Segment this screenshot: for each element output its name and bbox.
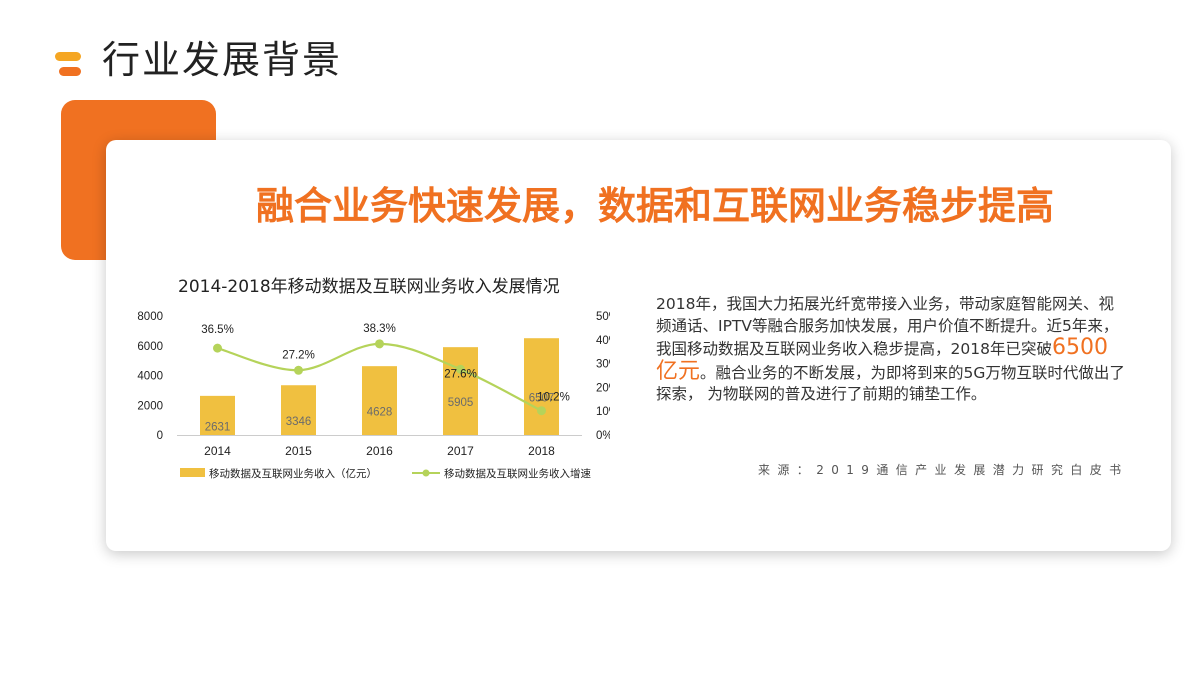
bar-value-label: 5905 <box>448 397 474 409</box>
bar-value-label: 6507 <box>529 393 555 405</box>
bar-2014 <box>200 395 235 435</box>
bar-2018 <box>524 338 559 435</box>
content-card <box>106 140 1171 551</box>
body-text-part-3: 。融合业务的不断发展，为即将到来的5G万物互联时代做出了探索， 为物联网的普及进… <box>656 363 1125 404</box>
bar-2015 <box>281 385 316 435</box>
x-tick-label: 2015 <box>285 444 312 458</box>
bar-value-label: 2631 <box>205 421 231 433</box>
body-text: 2018年，我国大力拓展光纤宽带接入业务，带动家庭智能网关、视频通话、IPTV等… <box>656 294 1126 406</box>
y-left-tick-label: 0 <box>157 430 163 442</box>
y-right-tick-label: 40% <box>596 335 610 347</box>
growth-value-label: 36.5% <box>201 324 234 336</box>
card-headline: 融合业务快速发展，数据和互联网业务稳步提高 <box>256 184 1055 228</box>
legend-swatch-point <box>422 469 430 477</box>
bar-2016 <box>362 366 397 435</box>
growth-point-2016 <box>375 339 384 349</box>
source-note: 来源：2019通信产业发展潜力研究白皮书 <box>758 463 1129 477</box>
y-right-tick-label: 10% <box>596 406 610 418</box>
x-tick-label: 2016 <box>366 444 393 458</box>
growth-value-label: 10.2% <box>537 392 570 404</box>
title-icon-bar-bottom <box>59 67 81 76</box>
y-left-tick-label: 4000 <box>137 371 163 383</box>
legend-label-line: 移动数据及互联网业务收入增速 <box>444 467 591 480</box>
growth-value-label: 38.3% <box>363 323 396 335</box>
bar-2017 <box>443 347 478 435</box>
title-icon-bar-top <box>55 52 81 61</box>
x-tick-label: 2014 <box>204 444 231 458</box>
growth-point-2015 <box>294 365 303 375</box>
legend-label-bar: 移动数据及互联网业务收入（亿元） <box>209 467 377 480</box>
legend-swatch-bar <box>180 468 205 477</box>
combo-chart: 0 2000 4000 6000 8000 0% 10% 20% 30% 40% 50% 2631 33… <box>137 311 610 480</box>
y-right-tick-label: 50% <box>596 311 610 323</box>
y-left-tick-label: 8000 <box>137 311 163 323</box>
body-text-highlight: 6500亿元 <box>656 335 1108 384</box>
x-tick-label: 2017 <box>447 444 474 458</box>
chart-title: 2014-2018年移动数据及互联网业务收入发展情况 <box>178 277 560 297</box>
growth-value-label: 27.2% <box>282 349 315 361</box>
body-text-part-1: 2018年，我国大力拓展光纤宽带接入业务，带动家庭智能网关、视频通话、IPTV等… <box>656 295 1119 358</box>
y-left-tick-label: 2000 <box>137 400 163 412</box>
x-tick-label: 2018 <box>528 444 555 458</box>
title-icon <box>55 52 85 80</box>
bar-value-label: 4628 <box>367 407 393 419</box>
growth-point-2014 <box>213 343 222 353</box>
growth-point-2018 <box>537 406 546 416</box>
page-title: 行业发展背景 <box>102 38 343 82</box>
y-left-tick-label: 6000 <box>137 341 163 353</box>
growth-value-label: 27.6% <box>444 368 477 380</box>
growth-point-2017 <box>456 364 465 374</box>
bar-value-label: 3346 <box>286 416 312 428</box>
y-right-tick-label: 0% <box>596 430 610 442</box>
y-right-tick-label: 30% <box>596 359 610 371</box>
y-right-tick-label: 20% <box>596 382 610 394</box>
